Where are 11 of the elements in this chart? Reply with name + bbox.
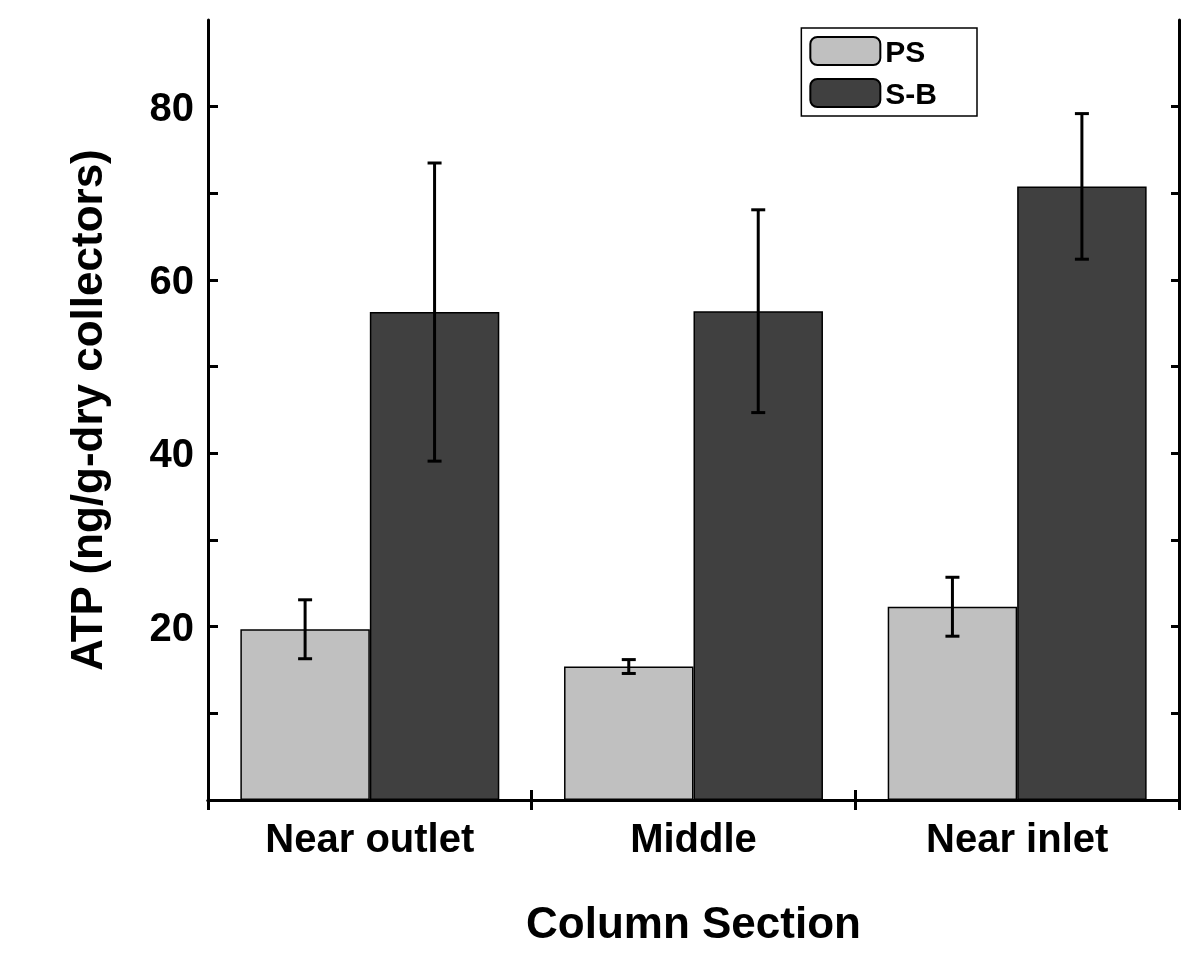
y-axis-title: ATP (ng/g-dry collectors) — [61, 149, 111, 671]
x-tick-label: Near outlet — [265, 816, 475, 860]
x-tick-label: Middle — [630, 816, 757, 860]
legend-label: S-B — [885, 76, 938, 110]
legend-label: PS — [885, 34, 926, 68]
y-tick-label: 20 — [149, 604, 194, 649]
y-tick-label: 80 — [149, 84, 194, 129]
x-tick-label: Near inlet — [926, 816, 1109, 860]
x-axis-title: Column Section — [526, 897, 861, 947]
y-tick-label: 60 — [149, 258, 194, 302]
y-tick-label: 40 — [149, 431, 194, 476]
